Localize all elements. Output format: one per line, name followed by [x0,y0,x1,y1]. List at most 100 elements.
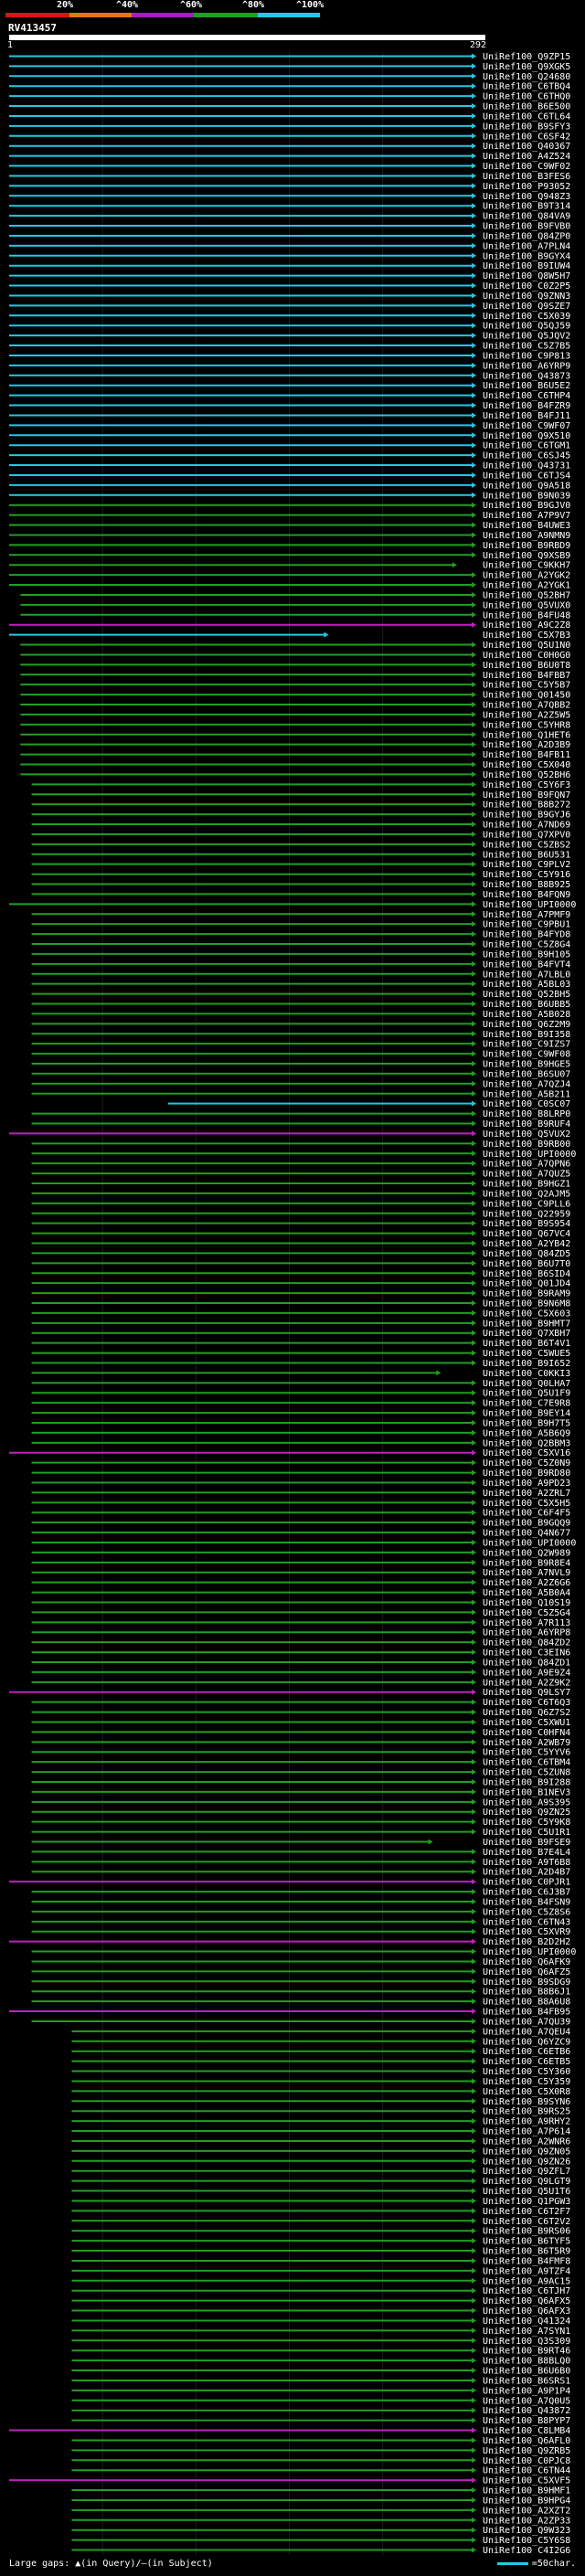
hit-id-label[interactable]: UniRef100_C6TGM1 [483,441,570,451]
alignment-row[interactable]: UniRef100_C5X7B3 [9,631,570,641]
alignment-row[interactable]: UniRef100_C5X603 [31,1309,571,1319]
hit-id-label[interactable]: UniRef100_A2D3B9 [483,740,570,750]
hit-id-label[interactable]: UniRef100_B9GYJ6 [483,811,570,821]
hit-id-label[interactable]: UniRef100_A9C2Z8 [483,620,570,631]
hit-id-label[interactable]: UniRef100_C9WF02 [483,162,570,172]
alignment-row[interactable]: UniRef100_B4UWE3 [9,521,570,531]
alignment-row[interactable]: UniRef100_B9RT46 [71,2347,570,2357]
hit-id-label[interactable]: UniRef100_Q01JD4 [483,1279,570,1289]
alignment-row[interactable]: UniRef100_C6THQ0 [9,92,570,102]
alignment-row[interactable]: UniRef100_C5Z5G4 [31,1608,571,1618]
alignment-row[interactable]: UniRef100_A7PLN4 [9,241,570,251]
hit-id-label[interactable]: UniRef100_Q2AJM5 [483,1189,570,1199]
hit-id-label[interactable]: UniRef100_B4UWE3 [483,521,570,531]
alignment-row[interactable]: UniRef100_Q24680 [9,72,570,82]
alignment-row[interactable]: UniRef100_C5Z0N9 [31,1458,571,1468]
hit-id-label[interactable]: UniRef100_Q9ZN25 [483,1807,570,1818]
hit-id-label[interactable]: UniRef100_C9PLV2 [483,860,570,870]
alignment-row[interactable]: UniRef100_B9HPG4 [71,2496,570,2506]
alignment-row[interactable]: UniRef100_C5YYV6 [31,1748,571,1758]
alignment-row[interactable]: UniRef100_Q9LSY7 [9,1688,570,1698]
alignment-row[interactable]: UniRef100_C6TBQ4 [9,82,570,92]
alignment-row[interactable]: UniRef100_A9NMN9 [9,531,570,541]
hit-id-label[interactable]: UniRef100_B4FU48 [483,610,570,620]
hit-id-label[interactable]: UniRef100_Q22959 [483,1209,570,1219]
hit-id-label[interactable]: UniRef100_Q6Z7S2 [483,1708,570,1718]
hit-id-label[interactable]: UniRef100_B4FVT4 [483,959,570,970]
alignment-row[interactable]: UniRef100_B9RUF4 [31,1119,571,1129]
alignment-row[interactable]: UniRef100_Q9LGT9 [71,2177,570,2187]
alignment-row[interactable]: UniRef100_Q22959 [31,1209,571,1219]
hit-id-label[interactable]: UniRef100_Q9ZP15 [483,52,570,62]
alignment-row[interactable]: UniRef100_C6J3B7 [31,1888,571,1898]
alignment-row[interactable]: UniRef100_C5Z7B5 [9,342,570,352]
alignment-row[interactable]: UniRef100_Q43873 [9,371,570,381]
hit-id-label[interactable]: UniRef100_Q84ZP0 [483,231,570,241]
hit-id-label[interactable]: UniRef100_Q52BH7 [483,590,570,600]
hit-id-label[interactable]: UniRef100_B8B925 [483,880,570,890]
alignment-row[interactable]: UniRef100_B9I288 [31,1777,571,1787]
hit-id-label[interactable]: UniRef100_A2WNR6 [483,2136,570,2147]
hit-id-label[interactable]: UniRef100_B9HGZ1 [483,1180,570,1190]
hit-id-label[interactable]: UniRef100_Q9ZN26 [483,2157,570,2167]
hit-id-label[interactable]: UniRef100_A2Z5W5 [483,710,570,720]
alignment-row[interactable]: UniRef100_Q10S19 [31,1598,571,1608]
alignment-row[interactable]: UniRef100_Q52BH7 [20,590,570,600]
alignment-row[interactable]: UniRef100_C5Y916 [31,870,571,880]
hit-id-label[interactable]: UniRef100_C5WUE5 [483,1349,570,1359]
hit-id-label[interactable]: UniRef100_A9T6B8 [483,1858,570,1868]
alignment-row[interactable]: UniRef100_A2Z6G6 [31,1578,571,1588]
alignment-row[interactable]: UniRef100_C5X040 [20,760,570,770]
hit-id-label[interactable]: UniRef100_C6F4F5 [483,1509,570,1519]
alignment-row[interactable]: UniRef100_B9HMF1 [71,2486,570,2496]
hit-id-label[interactable]: UniRef100_A7QU39 [483,2017,570,2027]
alignment-row[interactable]: UniRef100_A5B211 [31,1089,571,1099]
alignment-row[interactable]: UniRef100_B9R8E4 [31,1558,571,1568]
hit-id-label[interactable]: UniRef100_Q5QJ59 [483,322,570,332]
hit-id-label[interactable]: UniRef100_Q2BBM3 [483,1438,570,1448]
alignment-row[interactable]: UniRef100_B6U531 [31,850,571,860]
alignment-row[interactable]: UniRef100_A9TZF4 [71,2266,570,2276]
alignment-row[interactable]: UniRef100_Q5JQV2 [9,332,570,342]
hit-id-label[interactable]: UniRef100_A7QEU4 [483,2027,570,2037]
alignment-row[interactable]: UniRef100_A2WNR6 [71,2136,570,2147]
hit-id-label[interactable]: UniRef100_B9IUW4 [483,261,570,271]
hit-id-label[interactable]: UniRef100_C5XWU1 [483,1718,570,1728]
hit-id-label[interactable]: UniRef100_B9SFY3 [483,122,570,132]
hit-id-label[interactable]: UniRef100_P93052 [483,182,570,192]
alignment-row[interactable]: UniRef100_Q9X510 [9,431,570,441]
hit-id-label[interactable]: UniRef100_C5YYV6 [483,1748,570,1758]
hit-id-label[interactable]: UniRef100_B9RBD9 [483,541,570,551]
hit-id-label[interactable]: UniRef100_B9RS06 [483,2227,570,2237]
alignment-row[interactable]: UniRef100_C6SF42 [9,132,570,142]
hit-id-label[interactable]: UniRef100_A7P9V7 [483,511,570,521]
alignment-row[interactable]: UniRef100_C5Y9K8 [31,1818,571,1828]
hit-id-label[interactable]: UniRef100_A7P614 [483,2127,570,2137]
hit-id-label[interactable]: UniRef100_Q52BH5 [483,990,570,1000]
alignment-row[interactable]: UniRef100_C5Z8G4 [31,940,571,950]
hit-id-label[interactable]: UniRef100_A9PD23 [483,1479,570,1489]
hit-id-label[interactable]: UniRef100_Q2W989 [483,1548,570,1558]
alignment-row[interactable]: UniRef100_C6TL64 [9,111,570,122]
alignment-row[interactable]: UniRef100_B9HMT7 [31,1319,571,1329]
alignment-row[interactable]: UniRef100_C5X0R8 [71,2087,570,2097]
alignment-row[interactable]: UniRef100_B9S954 [31,1219,571,1229]
hit-id-label[interactable]: UniRef100_Q8W5H7 [483,271,570,281]
hit-id-label[interactable]: UniRef100_B9I288 [483,1777,570,1787]
hit-id-label[interactable]: UniRef100_A2YGK2 [483,571,570,581]
alignment-row[interactable]: UniRef100_C5Y5B7 [20,681,570,691]
hit-id-label[interactable]: UniRef100_B4FMF8 [483,2256,570,2266]
alignment-row[interactable]: UniRef100_A2D3B9 [20,740,570,750]
alignment-row[interactable]: UniRef100_Q5U1F9 [31,1389,571,1399]
alignment-row[interactable]: UniRef100_C9WF02 [9,162,570,172]
hit-id-label[interactable]: UniRef100_B1NEV3 [483,1787,570,1797]
hit-id-label[interactable]: UniRef100_B9SDG9 [483,1977,570,1988]
hit-id-label[interactable]: UniRef100_Q5VUX0 [483,600,570,610]
alignment-row[interactable]: UniRef100_C0Z2P5 [9,281,570,292]
alignment-row[interactable]: UniRef100_Q2AJM5 [31,1189,571,1199]
hit-id-label[interactable]: UniRef100_C5Y359 [483,2077,570,2087]
hit-id-label[interactable]: UniRef100_B9I652 [483,1359,570,1369]
alignment-row[interactable]: UniRef100_B4FB11 [20,750,570,760]
alignment-row[interactable]: UniRef100_B6U7T0 [31,1259,571,1269]
alignment-row[interactable]: UniRef100_B4FQN9 [31,890,571,900]
